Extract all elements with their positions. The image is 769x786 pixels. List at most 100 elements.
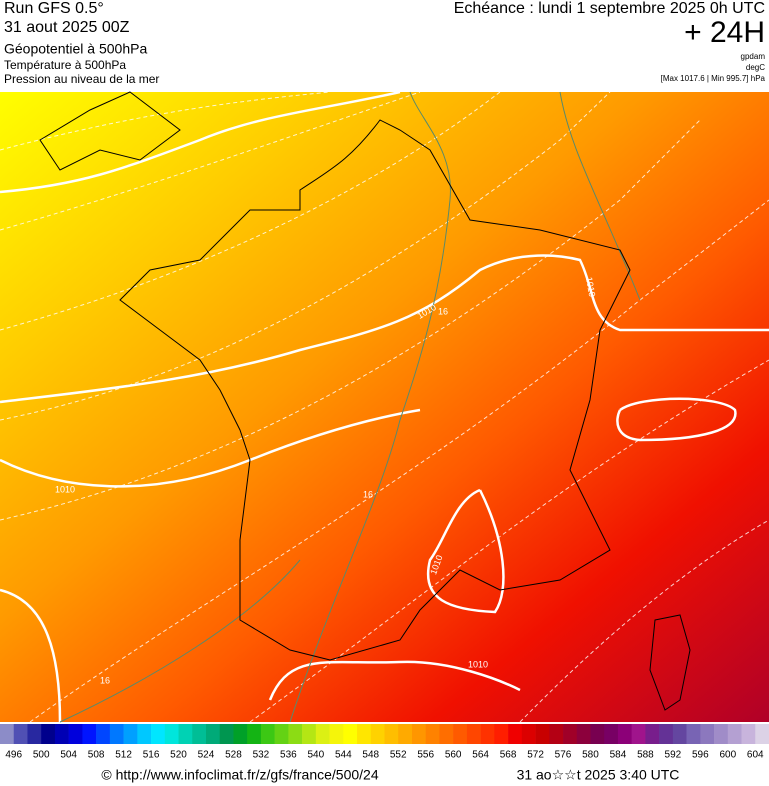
field-label: Géopotentiel à 500hPa	[4, 41, 147, 57]
color-swatch	[123, 724, 138, 744]
scale-label: 496	[5, 750, 22, 761]
color-swatch	[466, 724, 481, 744]
contour-label: 16	[100, 675, 110, 685]
color-swatch	[0, 724, 15, 744]
color-swatch	[494, 724, 509, 744]
color-swatch	[631, 724, 646, 744]
color-swatch	[357, 724, 372, 744]
scale-label: 584	[610, 750, 627, 761]
forecast-time: Echéance : lundi 1 septembre 2025 0h UTC	[454, 0, 765, 17]
scale-label: 556	[417, 750, 434, 761]
scale-label: 504	[60, 750, 77, 761]
color-swatch	[727, 724, 742, 744]
color-swatch	[535, 724, 550, 744]
run-title: Run GFS 0.5°	[4, 0, 104, 17]
unit: degC	[746, 63, 765, 72]
color-swatch	[54, 724, 69, 744]
color-swatch	[370, 724, 385, 744]
color-swatch	[563, 724, 578, 744]
color-scale: 496 500 504 508 512 516 520 524 528 532 536 540 544 5…	[0, 724, 769, 761]
scale-label: 596	[692, 750, 709, 761]
color-swatch	[549, 724, 564, 744]
color-swatch	[178, 724, 193, 744]
map: 1010 1010 1010 1010 1010 16 16 16	[0, 90, 769, 723]
scale-label: 588	[637, 750, 654, 761]
scale-label: 564	[472, 750, 489, 761]
color-swatch	[425, 724, 440, 744]
scale-label: 536	[280, 750, 297, 761]
scale-label: 552	[390, 750, 407, 761]
scale-label: 604	[747, 750, 764, 761]
color-swatch	[659, 724, 674, 744]
color-swatch	[755, 724, 769, 744]
color-swatch	[384, 724, 399, 744]
scale-label: 576	[555, 750, 572, 761]
coastline	[39, 91, 691, 711]
map-field	[0, 92, 769, 722]
color-swatch	[288, 724, 303, 744]
field-label: Température à 500hPa	[4, 58, 126, 72]
source-url: © http://www.infoclimat.fr/z/gfs/france/…	[101, 767, 378, 783]
contour-label: 1010	[584, 276, 597, 297]
color-swatch	[576, 724, 591, 744]
generated-time: 31 ao☆☆t 2025 3:40 UTC	[517, 767, 680, 783]
scale-label: 508	[88, 750, 105, 761]
color-swatch	[315, 724, 330, 744]
color-swatch	[741, 724, 756, 744]
color-swatch	[398, 724, 413, 744]
scale-label: 500	[33, 750, 50, 761]
scale-label: 516	[143, 750, 160, 761]
color-swatch	[439, 724, 454, 744]
scale-label: 528	[225, 750, 242, 761]
scale-label: 560	[445, 750, 462, 761]
color-swatch	[411, 724, 426, 744]
color-swatch	[302, 724, 317, 744]
color-swatch	[192, 724, 207, 744]
contour-label: 1010	[468, 659, 488, 669]
color-swatch	[453, 724, 468, 744]
pressure-contours	[0, 90, 769, 723]
color-swatch	[219, 724, 234, 744]
color-swatch	[137, 724, 152, 744]
color-swatch	[205, 724, 221, 744]
scale-label: 600	[719, 750, 736, 761]
scale-label: 544	[335, 750, 352, 761]
color-swatch	[604, 724, 619, 744]
color-swatch	[329, 724, 344, 744]
contour-label: 1010	[55, 484, 75, 494]
field-label: Pression au niveau de la mer	[4, 72, 159, 86]
scale-label: 580	[582, 750, 599, 761]
color-swatch	[672, 724, 687, 744]
color-swatch	[82, 724, 97, 744]
color-swatch	[233, 724, 248, 744]
color-swatch	[700, 724, 715, 744]
color-swatch	[714, 724, 729, 744]
color-swatch	[96, 724, 111, 744]
scale-label: 520	[170, 750, 187, 761]
scale-label: 512	[115, 750, 132, 761]
color-swatch	[480, 724, 495, 744]
color-swatch	[508, 724, 523, 744]
color-swatch	[27, 724, 42, 744]
unit: gpdam	[741, 52, 766, 61]
color-swatch	[13, 724, 28, 744]
scale-label: 572	[527, 750, 544, 761]
scale-label: 524	[198, 750, 215, 761]
scale-label: 568	[500, 750, 517, 761]
scale-label: 592	[665, 750, 682, 761]
scale-label: 540	[307, 750, 324, 761]
color-swatch	[343, 724, 358, 744]
lead-time: + 24H	[684, 16, 765, 49]
pressure-range: [Max 1017.6 | Min 995.7] hPa	[661, 74, 766, 83]
contour-label: 16	[438, 306, 448, 316]
color-swatch	[68, 724, 83, 744]
color-swatch	[164, 724, 179, 744]
geopotential-contours	[0, 91, 769, 723]
color-swatch	[521, 724, 536, 744]
color-swatch	[41, 724, 56, 744]
color-swatch	[260, 724, 275, 744]
temperature-contours	[59, 91, 641, 723]
color-swatch	[274, 724, 289, 744]
color-swatch	[686, 724, 701, 744]
